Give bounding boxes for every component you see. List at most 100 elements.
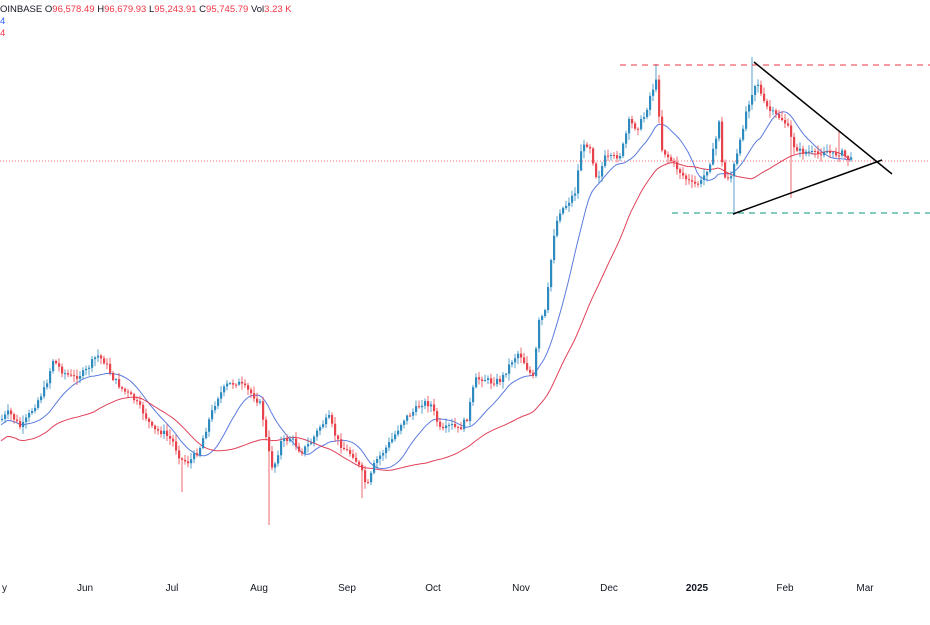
candle-body bbox=[430, 404, 433, 407]
candle-body bbox=[649, 95, 652, 110]
candle-body bbox=[133, 394, 136, 401]
candle-body bbox=[454, 424, 457, 427]
candle-body bbox=[502, 374, 505, 382]
candle-body bbox=[199, 448, 202, 456]
candle-body bbox=[292, 438, 295, 440]
candle-body bbox=[820, 154, 823, 156]
candle-body bbox=[310, 442, 313, 445]
candle-body bbox=[736, 153, 739, 164]
candle-body bbox=[538, 320, 541, 349]
candle-body bbox=[127, 391, 130, 393]
candle-body bbox=[793, 136, 796, 148]
candle-body bbox=[316, 430, 319, 437]
candle-body bbox=[754, 86, 757, 95]
candle-body bbox=[415, 406, 418, 412]
candle-body bbox=[124, 388, 127, 392]
candle-body bbox=[88, 367, 91, 369]
candle-body bbox=[172, 438, 175, 442]
candle-body bbox=[49, 371, 52, 384]
candle-body bbox=[652, 89, 655, 96]
open-label: O bbox=[44, 4, 53, 15]
candle-body bbox=[181, 458, 184, 460]
candle-body bbox=[400, 424, 403, 431]
candle-body bbox=[526, 363, 529, 370]
candle-body bbox=[271, 451, 274, 468]
candle-body bbox=[556, 220, 559, 236]
candle-body bbox=[70, 374, 73, 376]
candle-body bbox=[250, 389, 253, 394]
candle-body bbox=[517, 353, 520, 359]
candle-body bbox=[145, 413, 148, 419]
candle-body bbox=[229, 383, 232, 385]
ascending-trendline[interactable] bbox=[732, 159, 883, 215]
candle-body bbox=[376, 458, 379, 463]
candle-body bbox=[490, 378, 493, 384]
candle-body bbox=[493, 383, 496, 385]
candle-body bbox=[421, 405, 424, 408]
candle-body bbox=[391, 439, 394, 443]
candle-body bbox=[532, 372, 535, 376]
candle-body bbox=[541, 316, 544, 321]
candle-body bbox=[337, 435, 340, 440]
x-axis-tick-label: Aug bbox=[250, 583, 268, 594]
descending-trendline[interactable] bbox=[753, 61, 893, 175]
x-axis-tick-label: y bbox=[2, 583, 7, 594]
candle-body bbox=[364, 470, 367, 483]
candle-body bbox=[118, 379, 121, 388]
candle-body bbox=[64, 373, 67, 375]
candle-body bbox=[763, 93, 766, 101]
candle-body bbox=[151, 421, 154, 426]
candle-body bbox=[259, 401, 262, 403]
candle-body bbox=[673, 160, 676, 163]
x-axis-tick-label: Feb bbox=[776, 583, 794, 594]
candle-body bbox=[16, 419, 19, 422]
candle-body bbox=[46, 383, 49, 388]
candle-body bbox=[715, 138, 718, 149]
candle-body bbox=[427, 401, 430, 407]
candle-body bbox=[40, 396, 43, 401]
candle-body bbox=[694, 181, 697, 184]
candle-body bbox=[223, 386, 226, 393]
candle-body bbox=[478, 377, 481, 380]
candle-body bbox=[448, 424, 451, 426]
candle-body bbox=[733, 163, 736, 177]
candle-body bbox=[232, 383, 235, 385]
candle-body bbox=[775, 110, 778, 114]
candle-body bbox=[667, 154, 670, 158]
candle-body bbox=[166, 430, 169, 436]
candle-body bbox=[97, 355, 100, 358]
candle-body bbox=[112, 372, 115, 380]
candle-body bbox=[574, 193, 577, 196]
candle-body bbox=[655, 79, 658, 90]
candle-body bbox=[847, 156, 850, 160]
candle-body bbox=[625, 133, 628, 144]
candle-body bbox=[535, 348, 538, 376]
moving-average-fast bbox=[0, 111, 851, 470]
candle-body bbox=[187, 461, 190, 464]
candle-body bbox=[94, 357, 97, 360]
candle-body bbox=[766, 100, 769, 107]
candle-body bbox=[193, 453, 196, 460]
candle-body bbox=[52, 360, 55, 372]
candle-body bbox=[220, 392, 223, 399]
candle-body bbox=[445, 425, 448, 429]
candle-body bbox=[703, 175, 706, 181]
candle-body bbox=[19, 421, 22, 428]
candle-body bbox=[160, 430, 163, 435]
legend-row-ohlc: OINBASE O96,578.49 H96,679.93 L95,243.91… bbox=[0, 4, 292, 16]
candle-body bbox=[811, 150, 814, 152]
candle-body bbox=[841, 150, 844, 156]
candle-body bbox=[622, 143, 625, 157]
candle-body bbox=[235, 384, 238, 386]
candle-body bbox=[607, 155, 610, 157]
ma-fast-legend: 4 bbox=[0, 16, 6, 27]
candle-body bbox=[274, 463, 277, 468]
candle-body bbox=[418, 406, 421, 408]
candle-body bbox=[100, 355, 103, 359]
candle-body bbox=[136, 400, 139, 402]
candle-body bbox=[334, 423, 337, 436]
candle-body bbox=[1, 418, 4, 420]
candle-body bbox=[121, 387, 124, 389]
